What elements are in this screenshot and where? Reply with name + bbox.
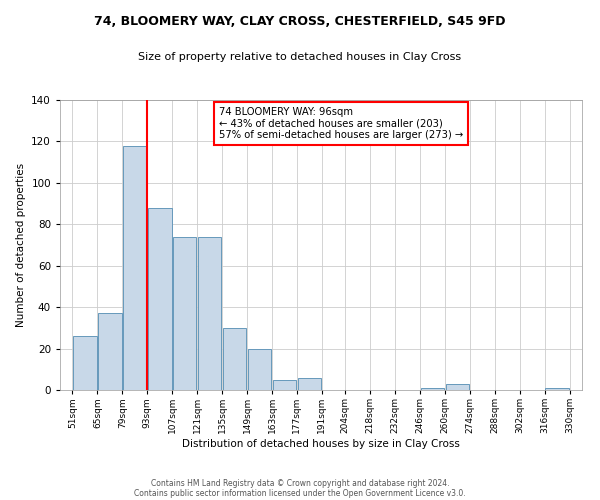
Bar xyxy=(421,388,444,390)
Bar xyxy=(98,314,122,390)
Bar xyxy=(545,388,569,390)
Bar xyxy=(298,378,321,390)
Text: Contains public sector information licensed under the Open Government Licence v3: Contains public sector information licen… xyxy=(134,488,466,498)
Text: 74 BLOOMERY WAY: 96sqm
← 43% of detached houses are smaller (203)
57% of semi-de: 74 BLOOMERY WAY: 96sqm ← 43% of detached… xyxy=(219,108,463,140)
Text: Size of property relative to detached houses in Clay Cross: Size of property relative to detached ho… xyxy=(139,52,461,62)
Text: Contains HM Land Registry data © Crown copyright and database right 2024.: Contains HM Land Registry data © Crown c… xyxy=(151,478,449,488)
Bar xyxy=(173,236,196,390)
Bar xyxy=(123,146,146,390)
Bar xyxy=(248,348,271,390)
Y-axis label: Number of detached properties: Number of detached properties xyxy=(16,163,26,327)
Text: 74, BLOOMERY WAY, CLAY CROSS, CHESTERFIELD, S45 9FD: 74, BLOOMERY WAY, CLAY CROSS, CHESTERFIE… xyxy=(94,15,506,28)
Bar xyxy=(446,384,469,390)
Bar xyxy=(73,336,97,390)
Bar xyxy=(198,236,221,390)
Bar xyxy=(148,208,172,390)
Bar xyxy=(273,380,296,390)
X-axis label: Distribution of detached houses by size in Clay Cross: Distribution of detached houses by size … xyxy=(182,439,460,449)
Bar xyxy=(223,328,247,390)
